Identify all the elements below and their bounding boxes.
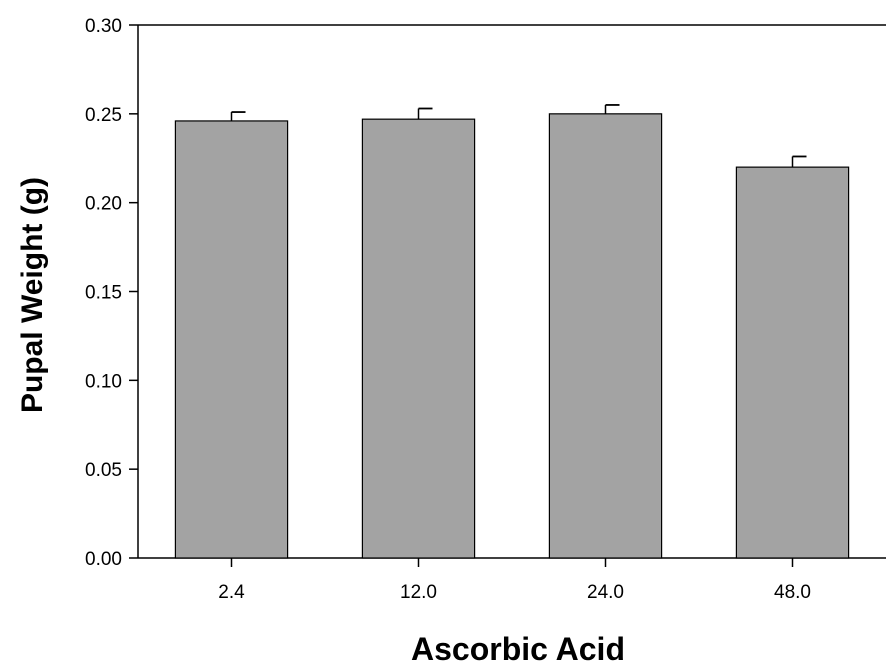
x-tick-label: 2.4: [218, 582, 245, 603]
x-axis-title: Ascorbic Acid: [411, 631, 625, 663]
x-axis: 2.4 12.0 24.0 48.0: [218, 558, 811, 603]
y-tick-label: 0.00: [85, 549, 122, 570]
y-axis-title: Pupal Weight (g): [16, 177, 49, 413]
x-tick-label: 12.0: [400, 582, 437, 603]
bar: [735, 166, 850, 559]
bar: [548, 113, 663, 559]
y-tick-label: 0.05: [85, 460, 122, 481]
y-tick-label: 0.20: [85, 194, 122, 215]
y-tick-label: 0.25: [85, 105, 122, 126]
y-tick-label: 0.30: [85, 16, 122, 37]
bar: [174, 120, 289, 559]
y-axis: 0.00 0.05 0.10 0.15 0.20 0.25 0.30: [85, 16, 138, 570]
bars: [174, 104, 850, 559]
x-tick-label: 48.0: [774, 582, 811, 603]
y-tick-label: 0.10: [85, 371, 122, 392]
x-tick-label: 24.0: [587, 582, 624, 603]
bar: [361, 118, 476, 559]
y-tick-label: 0.15: [85, 283, 122, 304]
